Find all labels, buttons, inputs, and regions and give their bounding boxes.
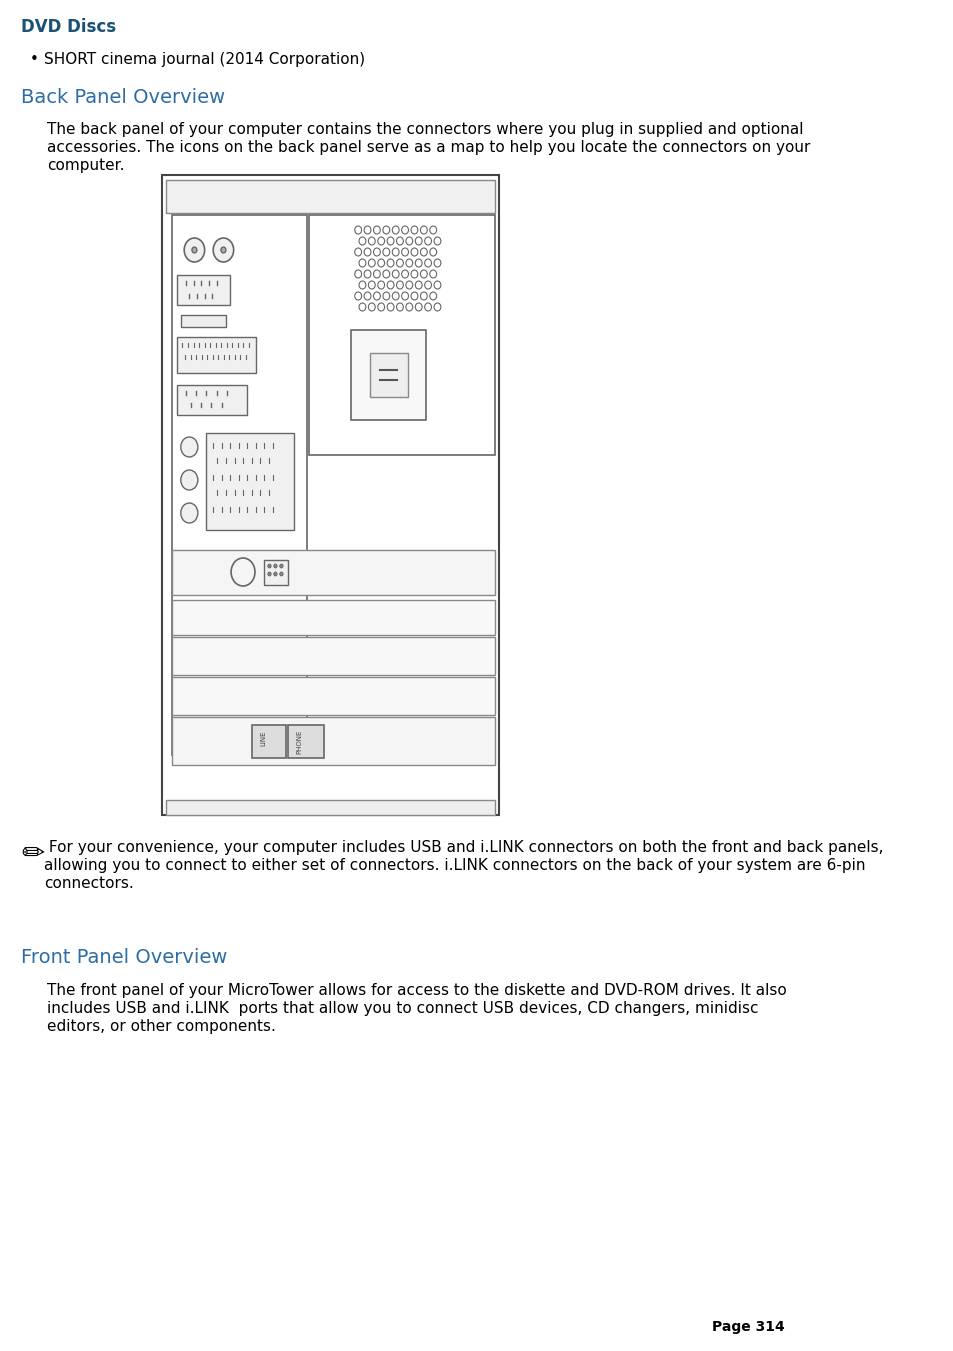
FancyBboxPatch shape <box>181 315 226 327</box>
FancyBboxPatch shape <box>177 276 230 305</box>
Text: •: • <box>30 51 39 68</box>
Text: includes USB and i.LINK  ports that allow you to connect USB devices, CD changer: includes USB and i.LINK ports that allow… <box>47 1001 758 1016</box>
Circle shape <box>181 470 197 490</box>
Circle shape <box>184 238 205 262</box>
Circle shape <box>181 503 197 523</box>
Text: editors, or other components.: editors, or other components. <box>47 1019 275 1034</box>
Circle shape <box>221 247 226 253</box>
FancyBboxPatch shape <box>177 385 247 415</box>
FancyBboxPatch shape <box>252 725 285 758</box>
FancyBboxPatch shape <box>166 180 494 213</box>
FancyBboxPatch shape <box>172 677 494 715</box>
Circle shape <box>192 247 196 253</box>
Text: LINE: LINE <box>260 730 266 746</box>
Circle shape <box>274 563 277 567</box>
Text: Front Panel Overview: Front Panel Overview <box>21 948 228 967</box>
Circle shape <box>213 238 233 262</box>
Text: connectors.: connectors. <box>44 875 134 892</box>
Text: PHONE: PHONE <box>296 730 302 754</box>
FancyBboxPatch shape <box>172 550 494 594</box>
Circle shape <box>181 436 197 457</box>
FancyBboxPatch shape <box>288 725 324 758</box>
FancyBboxPatch shape <box>206 434 294 530</box>
Text: SHORT cinema journal (2014 Corporation): SHORT cinema journal (2014 Corporation) <box>44 51 365 68</box>
Circle shape <box>268 571 271 576</box>
Text: Page 314: Page 314 <box>711 1320 783 1333</box>
Text: The back panel of your computer contains the connectors where you plug in suppli: The back panel of your computer contains… <box>47 122 802 136</box>
FancyBboxPatch shape <box>370 353 407 397</box>
Circle shape <box>268 563 271 567</box>
Text: DVD Discs: DVD Discs <box>21 18 116 36</box>
FancyBboxPatch shape <box>264 561 288 585</box>
Circle shape <box>279 571 283 576</box>
Text: Back Panel Overview: Back Panel Overview <box>21 88 225 107</box>
FancyBboxPatch shape <box>351 330 426 420</box>
Text: ✏: ✏ <box>21 840 45 867</box>
FancyBboxPatch shape <box>172 600 494 635</box>
FancyBboxPatch shape <box>172 717 494 765</box>
Text: For your convenience, your computer includes USB and i.LINK connectors on both t: For your convenience, your computer incl… <box>44 840 882 855</box>
Text: accessories. The icons on the back panel serve as a map to help you locate the c: accessories. The icons on the back panel… <box>47 141 809 155</box>
FancyBboxPatch shape <box>172 638 494 676</box>
Text: computer.: computer. <box>47 158 124 173</box>
FancyBboxPatch shape <box>166 800 494 815</box>
Circle shape <box>279 563 283 567</box>
FancyBboxPatch shape <box>177 336 255 373</box>
Text: The front panel of your MicroTower allows for access to the diskette and DVD-ROM: The front panel of your MicroTower allow… <box>47 984 786 998</box>
Text: allowing you to connect to either set of connectors. i.LINK connectors on the ba: allowing you to connect to either set of… <box>44 858 865 873</box>
Circle shape <box>274 571 277 576</box>
